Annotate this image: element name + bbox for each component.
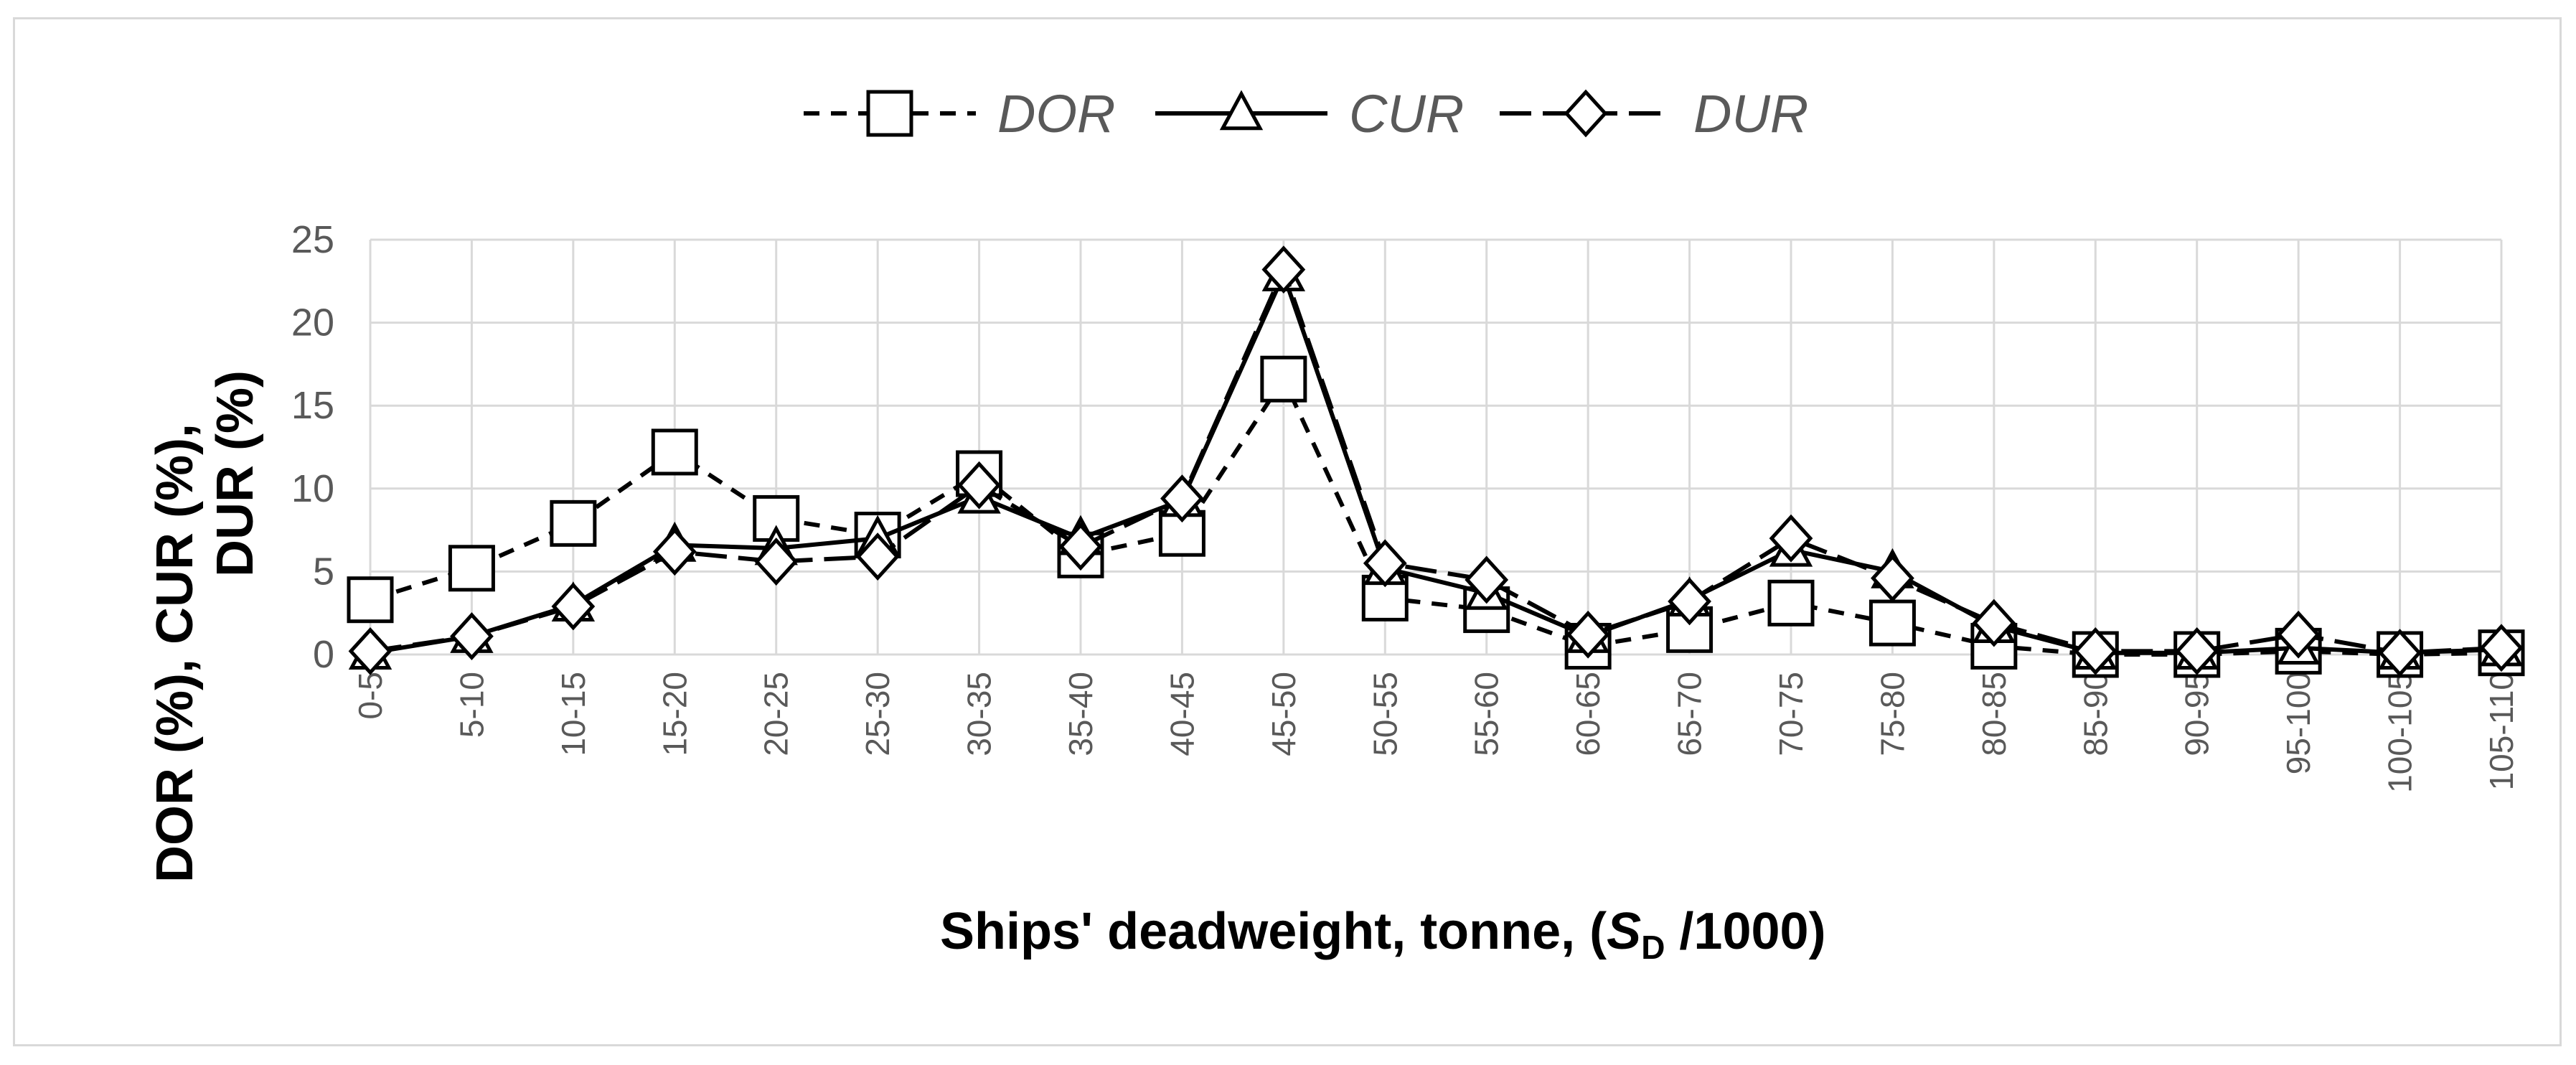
x-tick-label: 95-100 [2280, 672, 2317, 774]
series-dur-point [1668, 577, 1711, 626]
legend: DOR CUR DUR [804, 84, 1808, 144]
y-tick-label: 20 [291, 301, 334, 344]
x-axis-title-subscript: D [1641, 929, 1665, 966]
series-dur-point [1566, 610, 1610, 659]
legend-label: DOR [997, 84, 1115, 144]
legend-label: DUR [1693, 84, 1808, 144]
series-dur-point [1261, 245, 1306, 294]
y-tick-label: 25 [291, 218, 334, 261]
x-tick-label: 100-105 [2382, 672, 2419, 793]
series-dur-point [2175, 627, 2219, 675]
x-tick-label: 20-25 [758, 672, 795, 756]
x-axis-title: Ships' deadweight, tonne, (SD /1000) [940, 903, 1826, 966]
series-dur-point [1160, 474, 1204, 523]
x-tick-label: 5-10 [453, 672, 490, 738]
x-tick-label: 40-45 [1163, 672, 1200, 756]
legend-marker [866, 90, 913, 137]
x-tick-label: 90-95 [2178, 672, 2216, 756]
x-axis-title-tail: /1000) [1665, 903, 1825, 960]
series-dor-point [347, 576, 394, 624]
x-axis-title-symbol: S [1607, 903, 1641, 960]
series-dur-point [1363, 539, 1407, 588]
x-tick-label: 30-35 [961, 672, 998, 756]
series-dur-point [450, 612, 494, 660]
series-dor-point [448, 545, 495, 592]
series-dur-line [370, 263, 2502, 655]
series-dur-point [1465, 555, 1509, 604]
series-dur-point [2479, 624, 2524, 672]
series-dur-point [2073, 627, 2117, 675]
x-tick-label: 25-30 [859, 672, 896, 756]
y-axis-title-line2: DUR (%) [207, 370, 264, 577]
y-axis-title-line1: DOR (%), CUR (%), [146, 423, 204, 883]
x-tick-label: 0-5 [352, 672, 389, 719]
legend-item-dor: DOR [804, 84, 1115, 144]
legend-marker [1219, 90, 1264, 131]
series-dur-point [957, 461, 1001, 510]
series-dur-point [2276, 610, 2321, 659]
legend-item-cur: CUR [1155, 84, 1464, 144]
series-dur-point [2378, 629, 2422, 677]
legend-marker [1564, 89, 1608, 138]
x-axis-title-main: Ships' deadweight, tonne, ( [940, 903, 1607, 960]
series-dor-point [651, 428, 698, 476]
series-dor-line [370, 375, 2502, 657]
series-dor-point [1260, 355, 1307, 403]
y-tick-label: 15 [291, 384, 334, 427]
series-dur-point [1871, 554, 1914, 603]
x-tick-label: 70-75 [1772, 672, 1810, 756]
series-dur [348, 245, 2524, 677]
series-dur-point [855, 532, 900, 581]
series-dur-point [1769, 514, 1813, 563]
series-dur-point [754, 538, 799, 586]
x-tick-label: 80-85 [1975, 672, 2013, 756]
x-tick-label: 45-50 [1265, 672, 1302, 756]
series-dur-point [348, 627, 392, 675]
x-tick-label: 55-60 [1468, 672, 1505, 756]
y-tick-label: 5 [313, 550, 334, 593]
x-tick-label: 65-70 [1671, 672, 1708, 756]
y-tick-label: 0 [313, 633, 334, 676]
series-layer [347, 245, 2525, 678]
x-tick-label: 15-20 [656, 672, 693, 756]
x-tick-label: 85-90 [2077, 672, 2114, 756]
chart-frame [13, 17, 2562, 1046]
x-tick-label: 10-15 [555, 672, 592, 756]
x-tick-label: 75-80 [1874, 672, 1911, 756]
x-tick-label: 35-40 [1062, 672, 1099, 756]
series-dur-point [1972, 599, 2016, 647]
x-tick-labels: 0-5 5-10 10-15 15-20 20-25 25-30 30-35 35-40 40-… [352, 672, 2520, 793]
series-dur-point [1058, 522, 1103, 571]
series-dor-point [1868, 599, 1916, 647]
legend-label: CUR [1349, 84, 1464, 144]
series-dor-point [1767, 579, 1815, 627]
x-tick-label: 60-65 [1569, 672, 1607, 756]
series-dur-point [551, 582, 596, 631]
series-dor-point [550, 499, 597, 547]
series-dur-point [652, 527, 697, 576]
legend-item-dur: DUR [1500, 84, 1808, 144]
y-tick-labels: 0 5 10 15 20 25 [291, 218, 334, 676]
x-tick-label: 105-110 [2483, 672, 2520, 790]
x-tick-label: 50-55 [1366, 672, 1404, 756]
y-tick-label: 10 [291, 467, 334, 510]
